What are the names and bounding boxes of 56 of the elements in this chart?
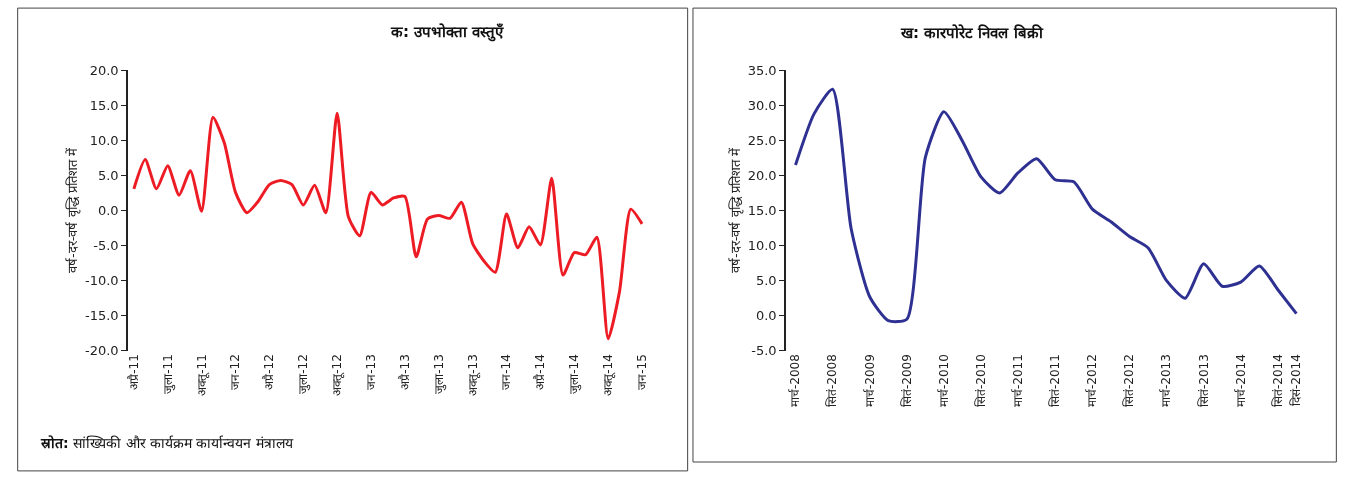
x-tick-label: मार्च-2010 <box>936 354 951 408</box>
y-tick-label: 5.0 <box>755 273 777 289</box>
x-tick-label: अक्तू-14 <box>601 354 617 396</box>
x-tick-label: सितं-2008 <box>825 354 840 408</box>
x-tick-label: अप्रै-12 <box>262 354 277 390</box>
line-series <box>794 87 1298 324</box>
x-tick-label: अक्तू-13 <box>465 354 481 396</box>
x-tick-label: जन-13 <box>363 354 378 390</box>
x-tick-label: मार्च-2012 <box>1085 354 1100 408</box>
x-tick-label: सितं-2010 <box>973 354 988 408</box>
x-tick-label: मार्च-2013 <box>1159 354 1174 408</box>
x-tick-label: जन-12 <box>228 354 243 390</box>
y-tick-label: -5.0 <box>751 343 777 359</box>
x-tick-label: सितं-2011 <box>1048 354 1063 408</box>
x-tick-label: जुला-14 <box>567 354 583 394</box>
y-tick-label: -5.0 <box>93 238 119 254</box>
x-tick-label: जन-15 <box>634 354 649 390</box>
x-tick-label: अप्रै-11 <box>126 354 141 390</box>
text: स्रोत: सांख्यिकी और कार्यक्रम कार्यान्वयन मंत्रालय <box>40 435 294 451</box>
chart-title: ख: कारपोरेट निवल बिक्री <box>900 24 1044 42</box>
x-tick-label: मार्च-2009 <box>862 354 877 408</box>
x-tick-label: अप्रै-14 <box>533 354 548 390</box>
y-tick-label: 15.0 <box>89 97 119 113</box>
y-tick-label: -20.0 <box>84 343 119 359</box>
y-tick-label: 0.0 <box>755 308 777 324</box>
x-tick-label: दिसं-2014 <box>1289 354 1304 407</box>
x-tick-label: मार्च-2014 <box>1233 354 1248 408</box>
y-tick-label: 10.0 <box>747 238 777 254</box>
y-tick-label: 0.0 <box>97 203 119 219</box>
y-tick-label: 5.0 <box>97 168 119 184</box>
x-tick-label: सितं-2009 <box>899 354 914 408</box>
y-axis-title: वर्ष-दर-वर्ष वृद्धि प्रतिशत में <box>728 148 745 273</box>
x-tick-label: जुला-12 <box>296 354 312 394</box>
chart-title: क: उपभोक्ता वस्तुएँ <box>390 23 505 42</box>
y-tick-label: -10.0 <box>84 273 119 289</box>
y-tick-label: 20.0 <box>747 168 777 184</box>
x-tick-label: मार्च-2008 <box>788 354 803 408</box>
x-tick-label: जुला-13 <box>431 354 447 394</box>
x-tick-label: जन-14 <box>499 354 514 390</box>
x-tick-label: जुला-11 <box>160 354 176 394</box>
y-tick-label: 20.0 <box>89 62 119 78</box>
x-tick-label: सितं-2012 <box>1122 354 1137 408</box>
y-tick-label: 15.0 <box>747 203 777 219</box>
y-tick-label: 35.0 <box>747 62 777 78</box>
x-tick-label: अक्तू-12 <box>330 354 346 396</box>
x-tick-label: अक्तू-11 <box>194 354 210 396</box>
y-axis-title: वर्ष-दर-वर्ष वृद्धि प्रतिशत में <box>65 148 82 273</box>
y-tick-label: 25.0 <box>747 133 777 149</box>
x-tick-label: सितं-2013 <box>1196 354 1211 408</box>
x-tick-label: अप्रै-13 <box>397 354 412 390</box>
x-tick-label: मार्च-2011 <box>1011 354 1026 408</box>
y-tick-label: 10.0 <box>89 133 119 149</box>
line-series <box>132 111 644 341</box>
x-tick-label: सितं-2014 <box>1270 354 1285 408</box>
y-tick-label: 30.0 <box>747 97 777 113</box>
y-tick-label: -15.0 <box>84 308 119 324</box>
